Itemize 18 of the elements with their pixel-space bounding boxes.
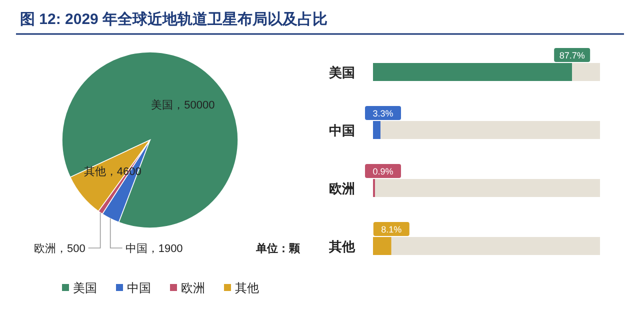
legend-label: 中国 [127,281,151,295]
data-label: 欧洲，500 [34,242,86,255]
legend-label: 其他 [235,281,259,295]
data-label: 美国，50000 [151,98,215,112]
data-label: 0.9% [372,166,394,176]
y-tick-label: 美国 [328,65,355,80]
data-label: 8.1% [381,224,402,234]
data-label: 3.3% [372,108,394,118]
data-label: 87.7% [559,50,585,60]
data-label: 其他，4600 [84,164,142,178]
legend-label: 欧洲 [181,281,205,295]
data-label: 中国，1900 [125,242,183,255]
y-tick-label: 欧洲 [329,181,355,196]
y-tick-label: 其他 [328,239,356,254]
y-tick-label: 中国 [329,123,355,138]
chart-title: 图 12: 2029 年全球近地轨道卫星布局以及占比 [20,11,328,28]
text: 单位：颗 [255,242,301,255]
legend-label: 美国 [73,281,97,295]
